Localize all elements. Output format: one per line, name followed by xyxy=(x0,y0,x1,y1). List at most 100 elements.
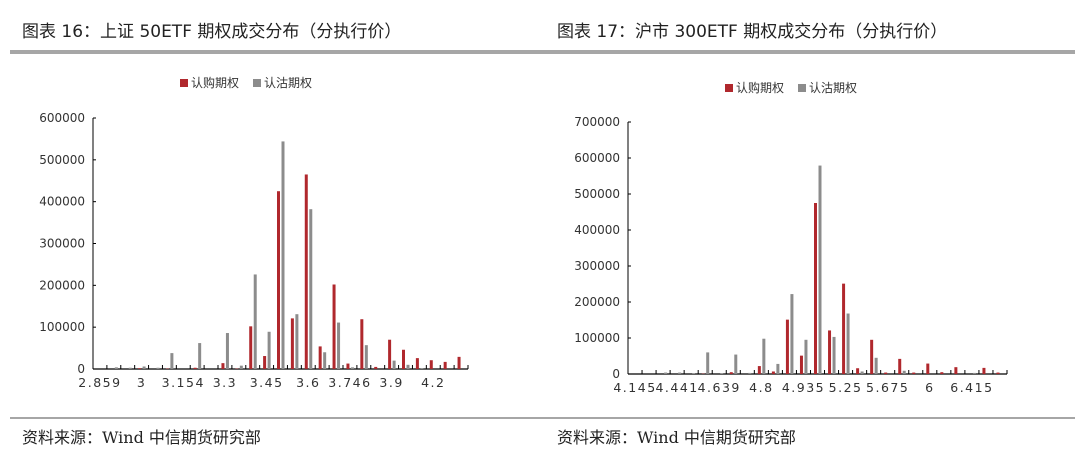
x-tick-label: 4.639 xyxy=(698,380,741,395)
call-bar xyxy=(771,371,775,374)
chart-17-legend: 认购期权 认沽期权 xyxy=(725,79,857,96)
title-divider xyxy=(10,50,1075,54)
put-bar xyxy=(198,343,202,369)
put-bar xyxy=(692,373,696,374)
put-bar xyxy=(720,373,724,374)
call-bar xyxy=(360,319,364,369)
call-bar xyxy=(304,174,308,369)
x-tick-label: 3.6 xyxy=(296,375,320,390)
y-tick-label: 200000 xyxy=(574,295,620,309)
call-bar xyxy=(429,360,433,369)
call-bar xyxy=(996,372,1000,374)
x-tick-label: 5.25 xyxy=(829,380,863,395)
call-bar xyxy=(249,326,253,369)
call-bar xyxy=(729,372,733,374)
y-tick-label: 500000 xyxy=(574,187,620,201)
put-bar xyxy=(267,331,271,369)
y-tick-label: 0 xyxy=(612,367,620,381)
legend-item-put: 认沽期权 xyxy=(253,74,312,91)
put-swatch xyxy=(798,83,807,92)
call-swatch xyxy=(725,83,733,92)
y-tick-label: 200000 xyxy=(39,278,85,292)
put-bar xyxy=(170,353,174,369)
put-bar xyxy=(309,209,313,369)
put-bar xyxy=(734,354,738,374)
put-bar xyxy=(253,274,257,369)
call-bar xyxy=(954,367,958,374)
x-tick-label: 3.154 xyxy=(162,375,205,390)
put-bar xyxy=(142,366,146,369)
call-bar xyxy=(757,366,761,374)
call-bar xyxy=(842,283,846,374)
put-bar xyxy=(337,322,341,369)
put-bar xyxy=(664,372,668,374)
put-bar xyxy=(392,360,396,369)
put-bar xyxy=(748,372,752,374)
put-bar xyxy=(281,141,285,369)
call-bar xyxy=(785,319,789,374)
call-bar xyxy=(814,203,817,374)
call-bar xyxy=(263,356,267,369)
footer-divider xyxy=(10,417,1075,419)
put-bar xyxy=(860,371,864,374)
call-bar xyxy=(318,346,322,369)
legend-item-call: 认购期权 xyxy=(725,79,784,96)
chart-16-title: 图表 16：上证 50ETF 期权成交分布（分执行价） xyxy=(22,22,402,42)
x-tick-label: 3.9 xyxy=(379,375,403,390)
chart-17-source: 资料来源：Wind 中信期货研究部 xyxy=(557,428,796,447)
put-bar xyxy=(818,165,822,374)
call-bar xyxy=(402,349,405,369)
put-bar xyxy=(790,294,794,374)
y-tick-label: 400000 xyxy=(39,195,85,209)
y-tick-label: 700000 xyxy=(574,115,620,129)
call-bar xyxy=(457,356,461,369)
put-bar xyxy=(804,339,808,374)
x-tick-label: 4.935 xyxy=(782,380,825,395)
x-tick-label: 3.45 xyxy=(250,375,284,390)
x-tick-label: 6.415 xyxy=(950,380,993,395)
call-bar xyxy=(982,367,986,374)
x-tick-label: 3.3 xyxy=(213,375,237,390)
call-bar xyxy=(912,372,916,374)
legend-label: 认购期权 xyxy=(736,81,785,95)
call-bar xyxy=(828,330,832,374)
call-bar xyxy=(415,358,419,369)
call-bar xyxy=(799,355,803,374)
legend-label: 认沽期权 xyxy=(809,81,858,95)
put-bar xyxy=(762,338,766,374)
legend-label: 认沽期权 xyxy=(264,76,313,90)
put-bar xyxy=(706,352,710,374)
put-bar xyxy=(364,345,368,369)
x-tick-label: 3 xyxy=(137,375,146,390)
put-bar xyxy=(406,364,410,369)
x-tick-label: 3.746 xyxy=(328,375,371,390)
put-bar xyxy=(295,314,299,369)
call-bar xyxy=(346,363,350,369)
x-tick-label: 4.145 xyxy=(613,380,656,395)
x-tick-label: 4.2 xyxy=(421,375,445,390)
put-bar xyxy=(776,363,780,374)
x-tick-label: 4.8 xyxy=(749,380,773,395)
put-bar xyxy=(323,352,327,369)
put-bar xyxy=(902,370,906,374)
y-tick-label: 300000 xyxy=(574,259,620,273)
x-tick-label: 4.441 xyxy=(655,380,698,395)
y-tick-label: 600000 xyxy=(39,111,85,125)
call-swatch xyxy=(180,78,188,87)
put-bar xyxy=(128,367,132,369)
put-bar xyxy=(972,372,976,374)
call-bar xyxy=(193,367,197,369)
put-bar xyxy=(420,368,424,369)
put-bar xyxy=(874,357,878,374)
put-bar xyxy=(846,313,850,374)
chart-17-title: 图表 17：沪市 300ETF 期权成交分布（分执行价） xyxy=(557,22,948,42)
call-bar xyxy=(374,366,378,369)
put-bar xyxy=(114,367,118,369)
x-tick-label: 2.859 xyxy=(78,375,121,390)
chart-16-legend: 认购期权 认沽期权 xyxy=(180,74,312,91)
y-tick-label: 600000 xyxy=(574,151,620,165)
chart-16-source: 资料来源：Wind 中信期货研究部 xyxy=(22,428,261,447)
y-tick-label: 0 xyxy=(77,362,85,376)
y-tick-label: 500000 xyxy=(39,153,85,167)
